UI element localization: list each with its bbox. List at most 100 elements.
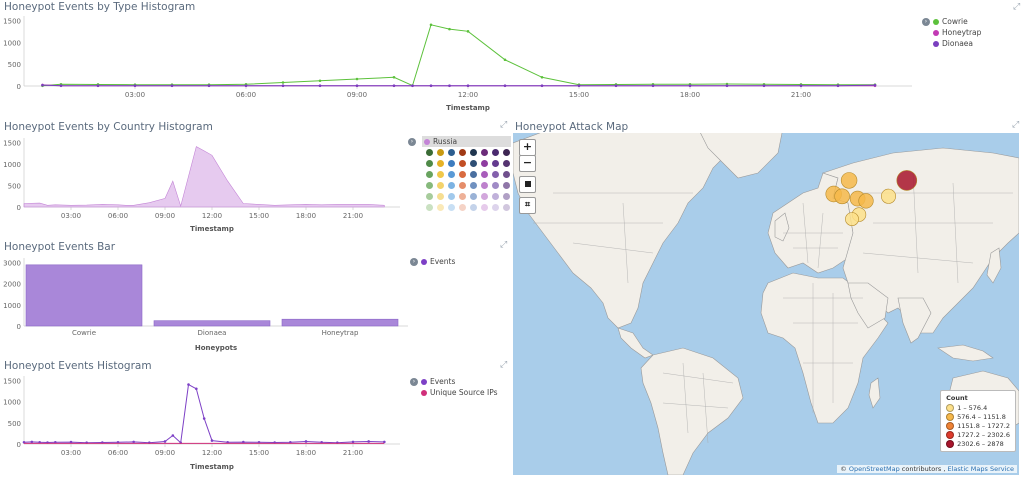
- dionaea-line[interactable]: [42, 84, 876, 87]
- palette-swatch[interactable]: [470, 171, 477, 178]
- map-marker[interactable]: [840, 172, 858, 189]
- palette-swatch[interactable]: [492, 204, 499, 211]
- bar-cowrie[interactable]: [25, 264, 143, 327]
- palette-swatch[interactable]: [503, 182, 510, 189]
- cowrie-point[interactable]: [429, 23, 433, 27]
- expand-icon[interactable]: ⤢: [500, 120, 508, 130]
- palette-swatch[interactable]: [426, 171, 433, 178]
- palette-swatch[interactable]: [437, 182, 444, 189]
- expand-icon[interactable]: ⤢: [500, 240, 508, 250]
- dionaea-point[interactable]: [41, 83, 44, 87]
- cowrie-point[interactable]: [540, 75, 544, 79]
- palette-swatch[interactable]: [470, 160, 477, 167]
- palette-swatch[interactable]: [426, 149, 433, 156]
- events-point[interactable]: [30, 440, 34, 444]
- cowrie-point[interactable]: [466, 30, 470, 33]
- legend-toggle-icon[interactable]: ›: [922, 17, 930, 26]
- palette-swatch[interactable]: [448, 149, 455, 156]
- fit-data-bounds-button[interactable]: ⌗: [519, 197, 536, 214]
- dionaea-point[interactable]: [725, 84, 729, 87]
- events-point[interactable]: [163, 440, 167, 443]
- palette-swatch[interactable]: [503, 193, 510, 200]
- dionaea-point[interactable]: [540, 84, 544, 87]
- events-point[interactable]: [195, 387, 198, 391]
- legend-item-russia[interactable]: Russia: [422, 136, 511, 147]
- palette-swatch[interactable]: [492, 182, 499, 189]
- palette-swatch[interactable]: [470, 182, 477, 189]
- events-point[interactable]: [202, 417, 206, 420]
- palette-swatch[interactable]: [481, 182, 488, 189]
- map-marker[interactable]: [896, 170, 918, 191]
- palette-swatch[interactable]: [437, 149, 444, 156]
- legend-color-palette[interactable]: [426, 149, 511, 215]
- osm-link[interactable]: OpenStreetMap: [848, 465, 900, 473]
- draw-bounds-button[interactable]: [519, 176, 536, 193]
- palette-swatch[interactable]: [481, 160, 488, 167]
- dionaea-point[interactable]: [873, 83, 877, 87]
- dionaea-point[interactable]: [614, 84, 618, 87]
- legend-toggle-icon[interactable]: ›: [408, 138, 416, 146]
- dionaea-point[interactable]: [762, 84, 766, 87]
- palette-swatch[interactable]: [448, 182, 455, 189]
- dionaea-point[interactable]: [355, 84, 359, 87]
- palette-swatch[interactable]: [459, 149, 466, 156]
- palette-swatch[interactable]: [470, 149, 477, 156]
- palette-swatch[interactable]: [459, 204, 466, 211]
- attack-map[interactable]: + − ⌗ Count 1 – 576.4 576.4 – 1151.8 1151.…: [513, 133, 1019, 475]
- dionaea-point[interactable]: [59, 84, 63, 87]
- palette-swatch[interactable]: [426, 160, 433, 167]
- palette-swatch[interactable]: [426, 204, 433, 211]
- cowrie-line[interactable]: [42, 24, 876, 87]
- ems-link[interactable]: Elastic Maps Service: [947, 465, 1014, 473]
- events-point[interactable]: [304, 440, 308, 443]
- palette-swatch[interactable]: [503, 204, 510, 211]
- palette-swatch[interactable]: [481, 193, 488, 200]
- palette-swatch[interactable]: [437, 171, 444, 178]
- map-marker[interactable]: [845, 212, 859, 226]
- legend-item-1[interactable]: Unique Source IPs: [410, 387, 498, 398]
- map-marker[interactable]: [834, 188, 850, 205]
- palette-swatch[interactable]: [437, 204, 444, 211]
- dionaea-point[interactable]: [688, 84, 692, 87]
- events-point[interactable]: [351, 440, 355, 444]
- dionaea-point[interactable]: [836, 84, 840, 87]
- palette-swatch[interactable]: [448, 160, 455, 167]
- palette-swatch[interactable]: [426, 182, 433, 189]
- legend-toggle-icon[interactable]: ›: [410, 257, 418, 266]
- cowrie-point[interactable]: [503, 58, 507, 62]
- cowrie-point[interactable]: [392, 75, 396, 79]
- legend-item-honeytrap[interactable]: Honeytrap: [922, 27, 981, 38]
- dionaea-point[interactable]: [429, 84, 433, 87]
- events-point[interactable]: [210, 439, 214, 442]
- palette-swatch[interactable]: [503, 171, 510, 178]
- palette-swatch[interactable]: [437, 160, 444, 167]
- legend-item-0[interactable]: › Events: [410, 376, 498, 387]
- dionaea-point[interactable]: [96, 84, 100, 87]
- dionaea-point[interactable]: [503, 84, 507, 87]
- dionaea-point[interactable]: [318, 84, 322, 87]
- palette-swatch[interactable]: [470, 204, 477, 211]
- russia-area[interactable]: [23, 146, 385, 208]
- palette-swatch[interactable]: [437, 193, 444, 200]
- expand-icon[interactable]: ⤢: [1012, 120, 1020, 130]
- palette-swatch[interactable]: [492, 160, 499, 167]
- cowrie-point[interactable]: [281, 81, 285, 84]
- dionaea-point[interactable]: [281, 84, 285, 87]
- events-point[interactable]: [171, 434, 175, 437]
- palette-swatch[interactable]: [459, 171, 466, 178]
- events-point[interactable]: [367, 440, 370, 443]
- palette-swatch[interactable]: [481, 171, 488, 178]
- events-point[interactable]: [132, 440, 135, 444]
- events-line[interactable]: [23, 383, 385, 444]
- legend-item-events[interactable]: › Events: [410, 256, 455, 267]
- palette-swatch[interactable]: [448, 171, 455, 178]
- palette-swatch[interactable]: [459, 160, 466, 167]
- bar-dionaea[interactable]: [153, 320, 271, 327]
- palette-swatch[interactable]: [426, 193, 433, 200]
- legend-item-dionaea[interactable]: Dionaea: [922, 38, 981, 49]
- dionaea-point[interactable]: [170, 84, 174, 87]
- events-point[interactable]: [242, 440, 245, 444]
- palette-swatch[interactable]: [503, 160, 510, 167]
- palette-swatch[interactable]: [492, 193, 499, 200]
- events-point[interactable]: [187, 383, 190, 386]
